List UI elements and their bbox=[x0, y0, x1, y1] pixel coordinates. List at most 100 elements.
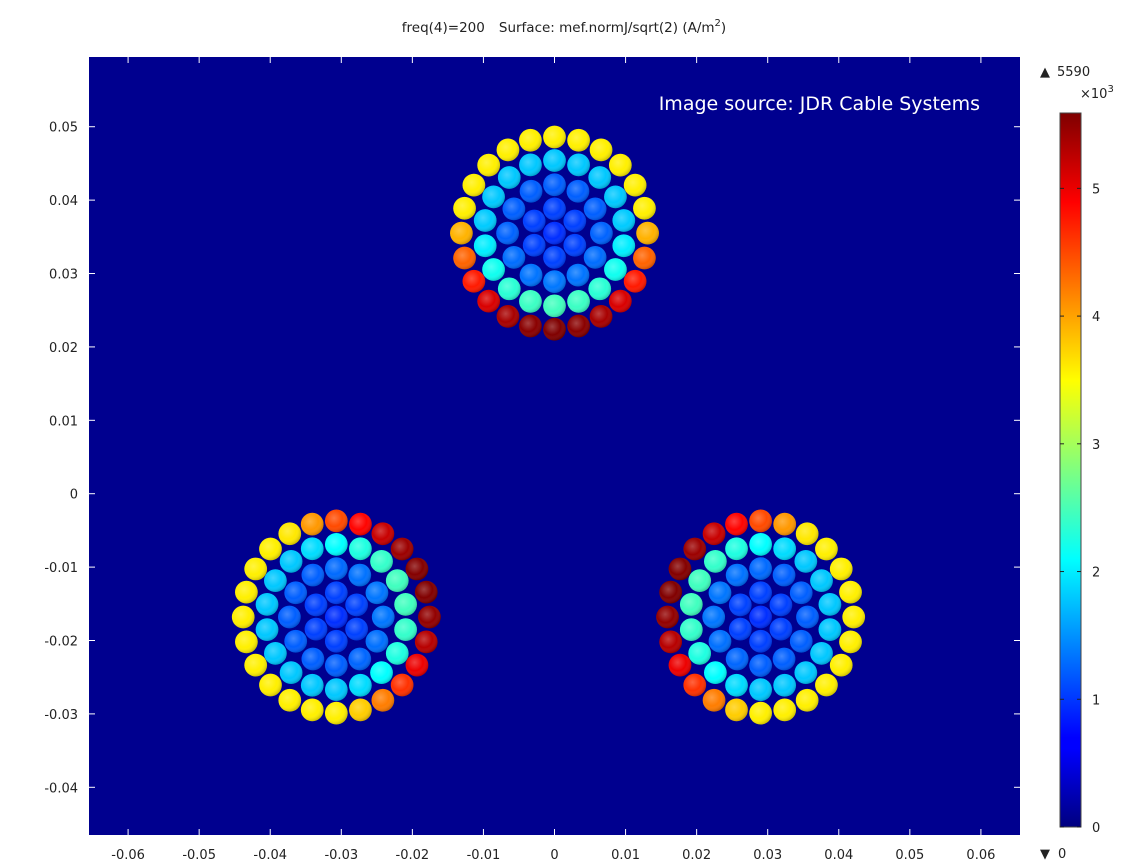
strand-shading bbox=[623, 269, 647, 293]
strand-shading bbox=[728, 593, 752, 617]
strand-shading bbox=[371, 605, 395, 629]
strand-shading bbox=[394, 618, 417, 641]
strand-shading bbox=[612, 234, 636, 258]
strand-shading bbox=[702, 522, 726, 546]
strand-shading bbox=[794, 549, 818, 573]
strand-shading bbox=[659, 630, 683, 654]
y-tick-label: -0.03 bbox=[44, 708, 78, 723]
strand-shading bbox=[522, 233, 546, 257]
strand-shading bbox=[405, 653, 429, 677]
strand-shading bbox=[543, 294, 566, 318]
strand-shading bbox=[567, 314, 590, 338]
strand-shading bbox=[394, 593, 417, 616]
strand-shading bbox=[829, 653, 853, 677]
strand-shading bbox=[789, 581, 813, 605]
x-tick-label: 0 bbox=[550, 848, 558, 863]
strand-shading bbox=[300, 512, 324, 536]
strand-shading bbox=[543, 246, 566, 269]
strand-shading bbox=[473, 209, 497, 232]
strand-shading bbox=[818, 593, 842, 616]
strand-shading bbox=[604, 185, 627, 209]
strand-shading bbox=[522, 209, 546, 233]
strand-shading bbox=[543, 221, 566, 245]
cables-layer bbox=[231, 125, 866, 725]
strand-shading bbox=[284, 581, 308, 605]
strand-shading bbox=[769, 593, 793, 617]
strand-shading bbox=[704, 661, 727, 685]
cable-bottom-left bbox=[231, 509, 441, 725]
strand-shading bbox=[300, 673, 324, 697]
strand-shading bbox=[604, 258, 627, 281]
strand-shading bbox=[608, 289, 632, 313]
strand-shading bbox=[244, 653, 268, 677]
colorbar-tick-label: 2 bbox=[1092, 566, 1100, 581]
strand-shading bbox=[773, 512, 797, 536]
strand-shading bbox=[450, 221, 473, 245]
y-tick-label: 0.03 bbox=[49, 268, 78, 283]
strand-shading bbox=[563, 233, 587, 257]
strand-shading bbox=[244, 557, 268, 581]
y-tick-label: -0.04 bbox=[44, 781, 78, 796]
strand-shading bbox=[679, 618, 703, 641]
colorbar-min-label: 0 bbox=[1058, 847, 1066, 862]
strand-shading bbox=[304, 617, 328, 641]
strand-shading bbox=[563, 209, 587, 233]
strand-shading bbox=[519, 263, 543, 287]
strand-shading bbox=[405, 557, 429, 581]
strand-shading bbox=[749, 654, 772, 677]
strand-shading bbox=[749, 701, 772, 725]
strand-shading bbox=[773, 537, 797, 561]
colorbar-scale-base: ×10 bbox=[1080, 87, 1107, 102]
strand-shading bbox=[583, 246, 607, 269]
strand-shading bbox=[749, 629, 772, 653]
strand-shading bbox=[497, 277, 521, 301]
colorbar-scale-exponent: 3 bbox=[1107, 84, 1113, 95]
strand-shading bbox=[636, 221, 659, 245]
strand-shading bbox=[543, 270, 566, 293]
title-close-paren: ) bbox=[721, 20, 726, 36]
strand-shading bbox=[324, 581, 348, 605]
x-tick-label: 0.05 bbox=[895, 848, 924, 863]
strand-shading bbox=[583, 197, 607, 221]
x-tick-label: -0.05 bbox=[182, 848, 216, 863]
strand-shading bbox=[612, 209, 636, 232]
strand-shading bbox=[725, 647, 749, 671]
x-tick-label: 0.04 bbox=[824, 848, 853, 863]
strand-shading bbox=[235, 580, 258, 604]
strand-shading bbox=[370, 549, 393, 573]
strand-shading bbox=[348, 563, 372, 587]
strand-shading bbox=[390, 673, 414, 697]
strand-shading bbox=[300, 537, 324, 561]
strand-shading bbox=[588, 277, 612, 301]
strand-shading bbox=[668, 653, 692, 677]
strand-shading bbox=[795, 522, 819, 546]
strand-shading bbox=[633, 196, 656, 220]
strand-shading bbox=[365, 581, 389, 605]
y-tick-label: 0.04 bbox=[49, 194, 78, 209]
strand-shading bbox=[623, 173, 647, 197]
strand-shading bbox=[496, 138, 520, 162]
strand-shading bbox=[668, 557, 692, 581]
x-tick-label: 0.03 bbox=[753, 848, 782, 863]
strand-shading bbox=[708, 629, 732, 653]
strand-shading bbox=[725, 673, 748, 697]
strand-shading bbox=[702, 688, 726, 712]
strand-shading bbox=[688, 569, 712, 593]
strand-shading bbox=[725, 698, 748, 722]
colorbar-scale-label: ×103 bbox=[1080, 84, 1114, 102]
strand-shading bbox=[519, 314, 542, 338]
strand-shading bbox=[279, 661, 303, 685]
strand-shading bbox=[345, 593, 368, 617]
strand-shading bbox=[349, 698, 372, 722]
y-axis: -0.04 -0.03 -0.02 -0.01 0 0.01 0.02 0.03 0.04 0.0… bbox=[44, 121, 1020, 796]
strand-shading bbox=[772, 563, 796, 587]
strand-shading bbox=[588, 166, 612, 189]
strand-shading bbox=[477, 153, 501, 177]
strand-shading bbox=[284, 629, 308, 653]
strand-shading bbox=[567, 128, 590, 152]
colorbar-min-arrow: ▼ bbox=[1040, 847, 1050, 862]
strand-shading bbox=[370, 661, 393, 685]
strand-shading bbox=[749, 532, 772, 556]
strand-shading bbox=[324, 701, 348, 725]
